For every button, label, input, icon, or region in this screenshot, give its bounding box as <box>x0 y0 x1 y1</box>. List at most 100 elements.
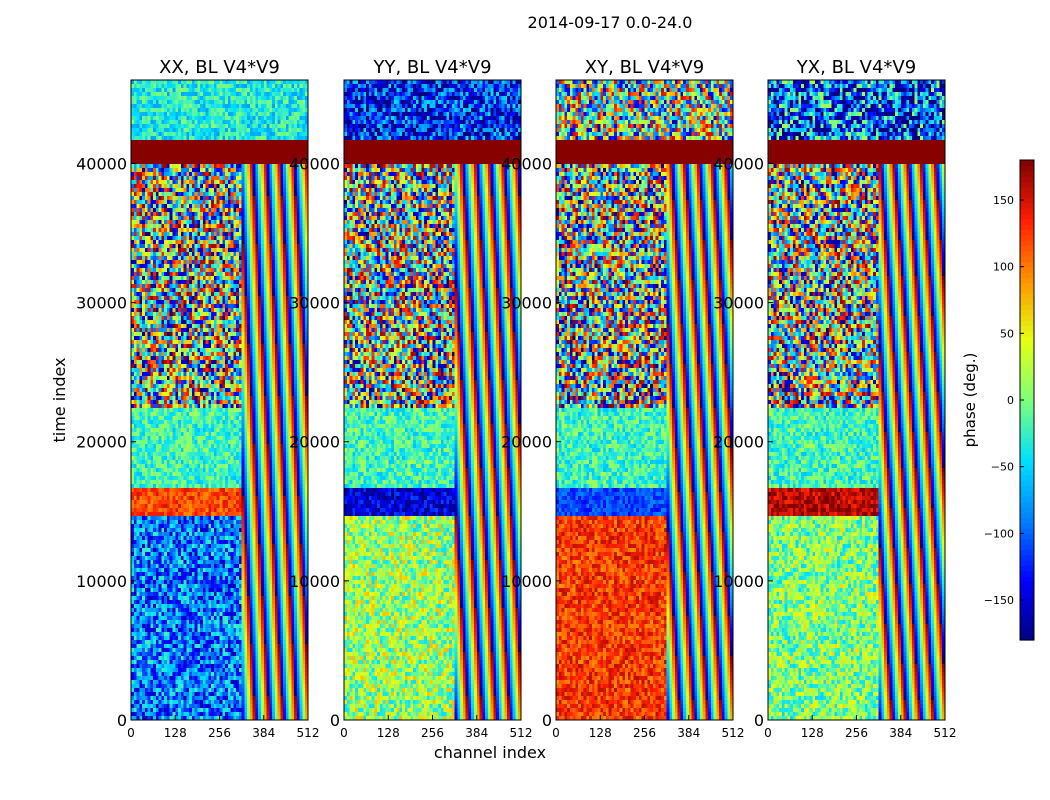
x-tick-label-0-384: 384 <box>252 726 275 740</box>
colorbar-segment <box>1020 245 1034 252</box>
colorbar-segment <box>1020 453 1034 460</box>
colorbar-label: phase (deg.) <box>961 353 979 448</box>
colorbar-segment <box>1020 565 1034 572</box>
colorbar-segment <box>1020 176 1034 182</box>
colorbar-segment <box>1020 458 1034 465</box>
y-tick-label-2-30000: 30000 <box>501 294 552 313</box>
x-tick-label-2-384: 384 <box>677 726 700 740</box>
y-tick-label-2-20000: 20000 <box>501 433 552 452</box>
y-tick-label-3-30000: 30000 <box>713 294 764 313</box>
colorbar-segment <box>1020 480 1034 486</box>
colorbar-segment <box>1020 320 1034 326</box>
colorbar-segment <box>1020 528 1034 534</box>
colorbar-segment <box>1020 389 1034 396</box>
x-tick-label-3-512: 512 <box>934 726 957 740</box>
y-tick-label-2-40000: 40000 <box>501 154 552 173</box>
colorbar-segment <box>1020 368 1034 374</box>
colorbar-segment <box>1020 272 1034 278</box>
colorbar-segment <box>1020 421 1034 428</box>
figure-title: 2014-09-17 0.0-24.0 <box>528 13 693 32</box>
colorbar-segment <box>1020 592 1034 598</box>
y-tick-label-1-0: 0 <box>330 711 340 730</box>
panel-title-0: XX, BL V4*V9 <box>159 57 280 78</box>
colorbar-segment <box>1020 384 1034 390</box>
colorbar-segment <box>1020 538 1034 545</box>
colorbar-segment <box>1020 437 1034 444</box>
colorbar-segment <box>1020 165 1034 172</box>
panel-1: YY, BL V4*V9 0 128 256 384 512 0 10000 20000 3000… <box>289 57 532 740</box>
colorbar-segment <box>1020 554 1034 561</box>
x-tick-label-1-512: 512 <box>510 726 533 740</box>
colorbar-segment <box>1020 304 1034 310</box>
colorbar-segment <box>1020 544 1034 550</box>
colorbar-segment <box>1020 293 1034 300</box>
colorbar-segment <box>1020 597 1034 604</box>
colorbar-tick-label--50: −50 <box>991 461 1014 474</box>
y-tick-label-1-10000: 10000 <box>289 572 340 591</box>
colorbar-segment <box>1020 282 1034 289</box>
heatmap-image-1 <box>344 80 521 720</box>
colorbar-segment <box>1020 560 1034 566</box>
colorbar-segment <box>1020 229 1034 236</box>
heatmap-image-3 <box>768 80 945 720</box>
x-tick-label-1-384: 384 <box>465 726 488 740</box>
colorbar-segment <box>1020 298 1034 305</box>
y-tick-label-0-0: 0 <box>117 711 127 730</box>
colorbar: −150 −100 −50 0 50 100 150 <box>984 159 1035 641</box>
colorbar-tick-label--150: −150 <box>984 594 1014 607</box>
colorbar-tick-label-50: 50 <box>1000 327 1014 340</box>
colorbar-segment <box>1020 570 1034 577</box>
colorbar-segment <box>1020 314 1034 321</box>
x-tick-label-2-512: 512 <box>722 726 745 740</box>
panel-2: XY, BL V4*V9 0 128 256 384 512 0 10000 20000 3000… <box>501 57 744 740</box>
x-tick-label-3-0: 0 <box>764 726 772 740</box>
heatmap-image-0 <box>131 80 308 720</box>
colorbar-segment <box>1020 608 1034 614</box>
colorbar-segment <box>1020 522 1034 529</box>
colorbar-segment <box>1020 218 1034 225</box>
colorbar-segment <box>1020 416 1034 422</box>
colorbar-segment <box>1020 533 1034 540</box>
x-tick-label-3-128: 128 <box>801 726 824 740</box>
colorbar-segment <box>1020 378 1034 385</box>
colorbar-segment <box>1020 208 1034 214</box>
x-tick-label-1-128: 128 <box>377 726 400 740</box>
colorbar-segment <box>1020 629 1034 636</box>
panels: XX, BL V4*V9 0 128 256 384 512 0 10000 20000 3000… <box>76 57 956 740</box>
colorbar-segment <box>1020 341 1034 348</box>
y-tick-label-2-10000: 10000 <box>501 572 552 591</box>
colorbar-segment <box>1020 197 1034 204</box>
y-tick-label-1-20000: 20000 <box>289 433 340 452</box>
y-tick-label-3-0: 0 <box>754 711 764 730</box>
colorbar-tick-label--100: −100 <box>984 527 1014 540</box>
y-tick-label-1-30000: 30000 <box>289 294 340 313</box>
colorbar-segment <box>1020 160 1034 166</box>
colorbar-segment <box>1020 346 1034 353</box>
colorbar-segment <box>1020 325 1034 332</box>
y-tick-label-3-20000: 20000 <box>713 433 764 452</box>
y-axis-label: time index <box>50 357 69 442</box>
colorbar-segment <box>1020 240 1034 246</box>
colorbar-segment <box>1020 224 1034 230</box>
colorbar-segment <box>1020 309 1034 316</box>
colorbar-segment <box>1020 192 1034 198</box>
colorbar-segment <box>1020 234 1034 241</box>
colorbar-segment <box>1020 432 1034 438</box>
colorbar-tick-label-100: 100 <box>993 261 1014 274</box>
colorbar-segment <box>1020 586 1034 593</box>
y-tick-label-2-0: 0 <box>542 711 552 730</box>
x-tick-label-3-256: 256 <box>845 726 868 740</box>
colorbar-segment <box>1020 357 1034 364</box>
x-tick-label-0-128: 128 <box>164 726 187 740</box>
colorbar-segment <box>1020 576 1034 582</box>
x-tick-label-2-256: 256 <box>633 726 656 740</box>
y-tick-label-0-40000: 40000 <box>76 154 127 173</box>
x-tick-label-2-128: 128 <box>589 726 612 740</box>
colorbar-segment <box>1020 186 1034 193</box>
y-tick-label-3-10000: 10000 <box>713 572 764 591</box>
colorbar-segment <box>1020 549 1034 556</box>
x-tick-label-1-256: 256 <box>421 726 444 740</box>
colorbar-tick-label-150: 150 <box>993 194 1014 207</box>
colorbar-segment <box>1020 181 1034 188</box>
